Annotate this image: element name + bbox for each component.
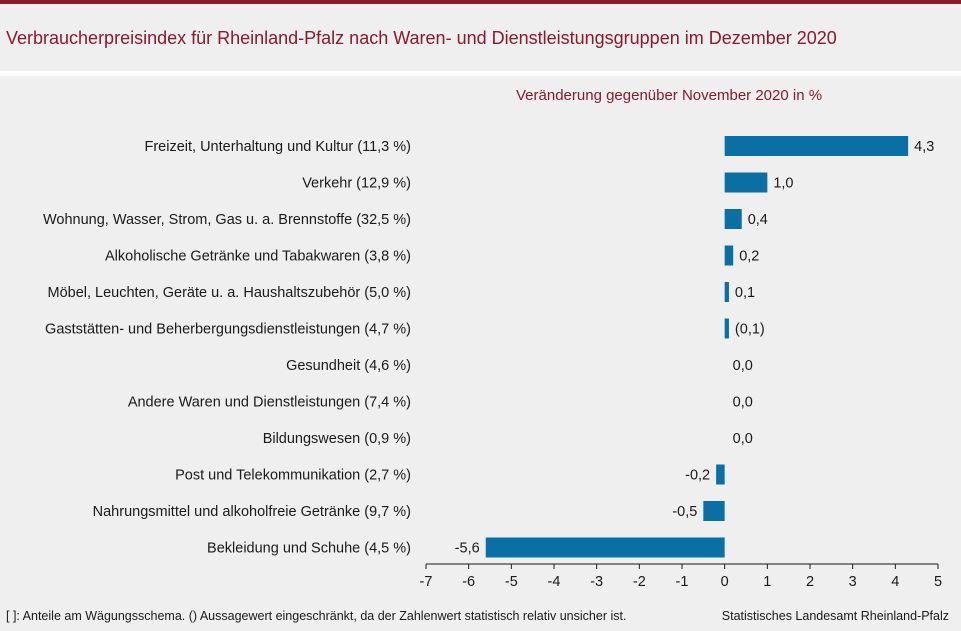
category-label: Gaststätten- und Beherbergungsdienstleis… — [45, 322, 411, 338]
chart-subtitle: Veränderung gegenüber November 2020 in % — [516, 87, 823, 104]
x-tick-label: 5 — [934, 574, 942, 590]
bar — [485, 537, 725, 558]
value-label: -0,2 — [685, 468, 710, 484]
x-tick-label: 0 — [721, 574, 729, 590]
category-label: Post und Telekommunikation (2,7 %) — [175, 468, 411, 484]
category-label: Nahrungsmittel und alkoholfreie Getränke… — [93, 504, 411, 520]
bar — [724, 136, 909, 156]
value-label: 0,1 — [735, 285, 755, 301]
value-label: -5,6 — [455, 541, 480, 557]
bar — [716, 464, 725, 485]
value-label: 0,0 — [733, 431, 753, 447]
category-label: Wohnung, Wasser, Strom, Gas u. a. Brenns… — [43, 212, 411, 228]
x-tick-label: -6 — [462, 574, 475, 590]
value-label: 0,0 — [733, 395, 753, 411]
footnote: [ ]: Anteile am Wägungsschema. () Aussag… — [6, 609, 627, 623]
category-label: Freizeit, Unterhaltung und Kultur (11,3 … — [144, 139, 411, 155]
x-tick-label: -1 — [676, 574, 689, 590]
x-tick-label: -4 — [548, 574, 561, 590]
category-label: Möbel, Leuchten, Geräte u. a. Haushaltsz… — [47, 285, 411, 301]
top-accent-rule — [0, 0, 961, 4]
source-credit: Statistisches Landesamt Rheinland-Pfalz — [721, 609, 949, 623]
bar — [724, 245, 734, 266]
value-label: -0,5 — [672, 504, 697, 520]
x-tick-label: 1 — [763, 574, 771, 590]
category-label: Bekleidung und Schuhe (4,5 %) — [207, 541, 411, 557]
category-label: Alkoholische Getränke und Tabakwaren (3,… — [105, 249, 411, 265]
bar — [724, 172, 768, 193]
value-label: 1,0 — [773, 176, 793, 192]
x-tick-label: -2 — [633, 574, 646, 590]
category-label: Gesundheit (4,6 %) — [286, 358, 411, 374]
x-tick-label: 2 — [806, 574, 814, 590]
value-label: 0,2 — [739, 249, 759, 265]
bar — [724, 282, 729, 302]
x-tick-label: 3 — [849, 574, 857, 590]
bar — [703, 501, 725, 521]
value-label: 4,3 — [914, 139, 934, 155]
value-label: 0,4 — [748, 212, 768, 228]
chart-title: Verbraucherpreisindex für Rheinland-Pfal… — [6, 28, 837, 48]
bar — [724, 209, 742, 229]
x-tick-label: 4 — [891, 574, 899, 590]
x-tick-label: -7 — [420, 574, 433, 590]
category-label: Andere Waren und Dienstleistungen (7,4 %… — [128, 395, 411, 411]
value-label: (0,1) — [735, 322, 765, 338]
x-tick-label: -3 — [590, 574, 603, 590]
x-tick-label: -5 — [505, 574, 518, 590]
bar — [724, 318, 729, 339]
value-label: 0,0 — [733, 358, 753, 374]
category-label: Bildungswesen (0,9 %) — [263, 431, 411, 447]
category-label: Verkehr (12,9 %) — [302, 176, 411, 192]
title-divider — [0, 71, 961, 76]
